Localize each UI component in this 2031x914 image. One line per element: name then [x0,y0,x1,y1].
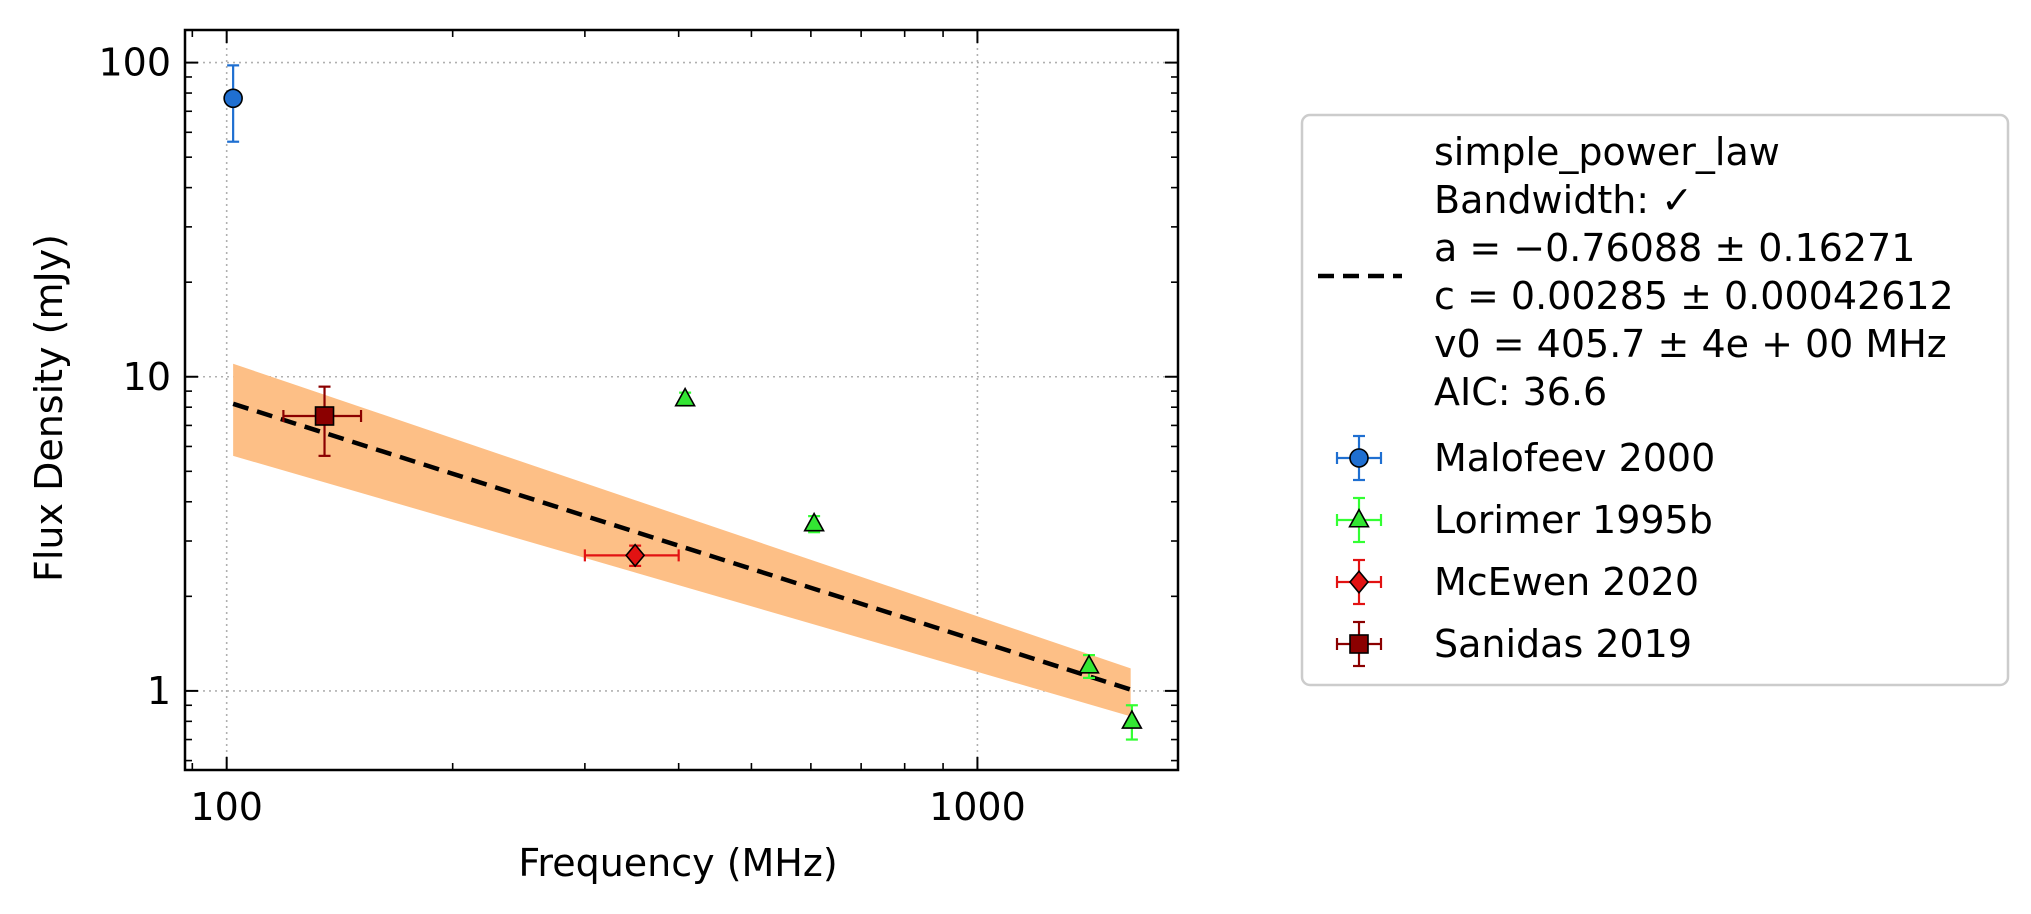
x-tick-label: 100 [190,785,263,829]
legend-entry: Lorimer 1995b [1335,496,1713,544]
fit-line [232,401,1132,692]
fit-line-path [232,401,1132,692]
data-point [803,511,825,532]
x-tick-label: 1000 [929,785,1026,829]
legend-fit-label-line: Bandwidth: ✓ [1434,178,1693,222]
legend-label: Malofeev 2000 [1434,436,1715,480]
legend-marker [1349,448,1369,468]
legend-entry: McEwen 2020 [1335,558,1699,606]
y-tick-label: 10 [123,355,171,399]
x-axis-label: Frequency (MHz) [518,841,837,885]
legend-label: Lorimer 1995b [1434,498,1713,542]
fit-uncertainty-band [233,363,1131,717]
y-tick-label: 100 [98,41,171,85]
y-tick-label: 1 [147,669,171,713]
legend-label: McEwen 2020 [1434,560,1699,604]
fit-band [233,363,1131,717]
data-point [1121,709,1143,729]
legend-fit-label-line: simple_power_law [1434,130,1780,174]
legend-fit-label-line: a = −0.76088 ± 0.16271 [1434,226,1915,270]
y-axis-label: Flux Density (mJy) [27,234,71,582]
legend-label: Sanidas 2019 [1434,622,1692,666]
legend-entry: Sanidas 2019 [1335,620,1692,668]
data-point [1078,654,1100,674]
data-point [223,88,243,109]
plot-frame [183,28,1180,772]
legend-marker [1348,569,1370,595]
data-point [314,406,335,426]
data-point [674,386,696,407]
axes: 100 1000 1 10 100 [98,28,1180,829]
series-lorimer-1995b [674,386,1143,741]
series-malofeev-2000 [223,64,243,143]
series-mcewen-2020 [583,543,680,568]
legend-fit-label-line: v0 = 405.7 ± 4e + 00 MHz [1434,322,1947,366]
legend-box [1300,113,2010,687]
legend-marker [1349,634,1369,654]
series-sanidas-2019 [282,385,363,457]
legend-fit-label-line: AIC: 36.6 [1434,370,1607,414]
legend-fit-label-line: c = 0.00285 ± 0.00042612 [1434,274,1954,318]
axis-labels: Frequency (MHz) Flux Density (mJy) [27,234,838,885]
legend-entry: Malofeev 2000 [1335,434,1715,482]
data-points [223,64,1143,741]
data-point [625,543,646,568]
legend-marker [1348,507,1370,528]
